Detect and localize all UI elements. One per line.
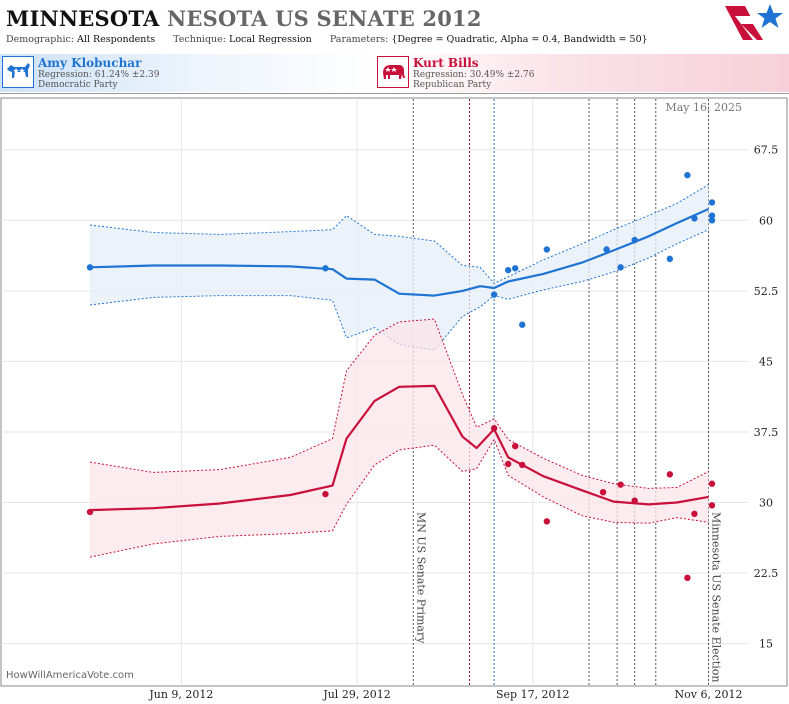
demographic-value: All Respondents — [77, 34, 156, 45]
confidence-bands — [89, 184, 709, 558]
poll-point — [519, 461, 526, 469]
candidate-panel-dem: Amy Klobuchar Regression: 61.24% ±2.39 D… — [0, 54, 378, 92]
poll-point — [666, 255, 674, 263]
poll-point — [708, 217, 716, 224]
y-tick-label: 22.5 — [754, 567, 779, 580]
poll-point — [543, 246, 551, 253]
poll-point — [599, 488, 607, 496]
y-tick-label: 45 — [759, 355, 773, 368]
lower-bound-line — [89, 229, 709, 351]
poll-point — [322, 490, 329, 498]
poll-point — [490, 425, 498, 432]
event-label: Minnesota US Senate Election — [709, 512, 722, 682]
confidence-band — [90, 184, 709, 351]
upper-bound-line — [89, 184, 709, 284]
date-stamp: May 16, 2025 — [665, 101, 742, 114]
poll-point — [512, 265, 519, 272]
y-tick-label: 30 — [759, 497, 773, 510]
poll-point — [86, 508, 94, 516]
poll-point — [504, 460, 512, 468]
x-tick-label: Nov 6, 2012 — [675, 688, 743, 701]
poll-point — [708, 480, 716, 487]
poll-point — [691, 510, 698, 518]
parameters-line: Demographic: All Respondents Technique: … — [6, 34, 648, 45]
chart-header: MINNESOTA NESOTA US SENATE 2012 Demograp… — [0, 0, 789, 52]
poll-point — [708, 502, 716, 509]
poll-point — [617, 481, 624, 488]
upper-bound-line — [89, 318, 709, 489]
title-state: MINNESOTA — [6, 6, 160, 31]
poll-point — [691, 215, 698, 222]
candidate-panel-rep: Kurt Bills Regression: 30.49% ±2.76 Repu… — [375, 54, 789, 92]
header-divider — [0, 93, 789, 94]
confidence-band — [90, 319, 709, 558]
poll-point — [603, 246, 610, 253]
poll-point — [684, 574, 691, 582]
poll-point — [543, 518, 551, 525]
trend-line — [89, 384, 709, 512]
poll-point — [322, 265, 329, 272]
candidate-name: Amy Klobuchar — [38, 56, 142, 70]
poll-point — [684, 171, 691, 179]
regression-chart: MN US Senate Primary Minnesota US Senate … — [0, 97, 788, 701]
poll-point — [631, 497, 638, 504]
y-tick-label: 67.5 — [754, 144, 779, 157]
y-tick-label: 52.5 — [754, 285, 779, 298]
parameters-value: {Degree = Quadratic, Alpha = 0.4, Bandwi… — [391, 34, 648, 45]
poll-point — [708, 199, 716, 206]
candidate-name: Kurt Bills — [413, 56, 479, 70]
poll-point — [504, 266, 512, 274]
poll-point — [519, 321, 526, 328]
page-title: MINNESOTA NESOTA US SENATE 2012 — [6, 6, 482, 31]
y-tick-label: 15 — [759, 638, 773, 651]
poll-points — [86, 171, 716, 582]
technique-value: Local Regression — [229, 34, 312, 45]
candidate-regression: Regression: 30.49% ±2.76 — [413, 70, 535, 80]
candidate-party: Republican Party — [413, 80, 492, 90]
poll-point — [86, 264, 94, 271]
poll-point — [512, 442, 519, 450]
site-label: HowWillAmericaVote.com — [6, 670, 134, 681]
x-tick-label: Jul 29, 2012 — [322, 688, 391, 701]
y-axis: 67.5 60 52.5 45 37.5 30 22.5 15 — [754, 144, 779, 651]
x-tick-label: Jun 9, 2012 — [148, 688, 213, 701]
trend-lines — [89, 207, 709, 512]
candidate-party: Democratic Party — [38, 80, 118, 90]
technique-label: Technique: — [173, 34, 226, 45]
poll-point — [490, 291, 498, 298]
candidate-regression: Regression: 61.24% ±2.39 — [38, 70, 160, 80]
chart-frame — [0, 97, 788, 687]
lower-bound-line — [89, 438, 709, 558]
poll-point — [631, 236, 638, 244]
y-tick-label: 60 — [759, 214, 773, 227]
x-tick-label: Sep 17, 2012 — [496, 688, 570, 701]
y-tick-label: 37.5 — [754, 426, 779, 439]
parameters-label: Parameters: — [329, 34, 389, 45]
poll-point — [708, 212, 716, 219]
elephant-icon — [377, 56, 409, 88]
event-label: MN US Senate Primary — [414, 512, 427, 644]
title-rest: NESOTA US SENATE 2012 — [167, 6, 482, 31]
poll-point — [666, 471, 674, 478]
poll-point — [617, 264, 624, 271]
x-axis: Jun 9, 2012 Jul 29, 2012 Sep 17, 2012 Nov 6… — [148, 688, 742, 701]
trend-line — [89, 207, 709, 297]
donkey-icon — [2, 56, 34, 88]
demographic-label: Demographic: — [6, 34, 75, 45]
star-flag-icon — [723, 2, 783, 50]
